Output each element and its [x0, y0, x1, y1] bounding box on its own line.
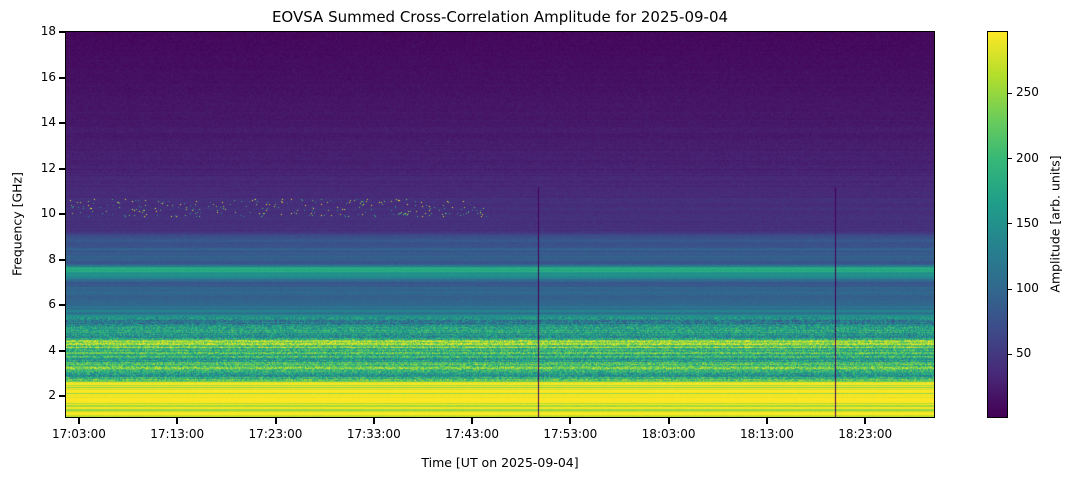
y-tick-label: 6 — [48, 297, 56, 312]
y-tick-label: 10 — [40, 206, 56, 221]
chart-title: EOVSA Summed Cross-Correlation Amplitude… — [271, 8, 729, 26]
x-tick — [667, 417, 670, 424]
colorbar-tick — [1007, 92, 1012, 94]
y-tick — [59, 167, 66, 170]
x-tick — [569, 417, 572, 424]
y-tick — [59, 76, 66, 79]
colorbar-tick — [1007, 353, 1012, 355]
y-tick-label: 16 — [40, 69, 56, 84]
colorbar — [987, 31, 1008, 418]
y-tick — [59, 304, 66, 307]
colorbar-tick — [1007, 288, 1012, 290]
x-tick — [471, 417, 474, 424]
y-tick-label: 12 — [40, 160, 56, 175]
x-tick — [176, 417, 179, 424]
y-tick-label: 14 — [40, 115, 56, 130]
y-tick-label: 8 — [48, 251, 56, 266]
x-tick-label: 17:43:00 — [445, 427, 500, 441]
x-tick-label: 17:53:00 — [543, 427, 598, 441]
colorbar-tick-label: 50 — [1016, 346, 1032, 361]
x-tick — [372, 417, 375, 424]
x-tick — [77, 417, 80, 424]
colorbar-tick — [1007, 223, 1012, 225]
x-tick — [274, 417, 277, 424]
x-tick — [765, 417, 768, 424]
y-tick-label: 2 — [48, 388, 56, 403]
x-tick-label: 17:03:00 — [51, 427, 106, 441]
x-tick-label: 17:33:00 — [346, 427, 401, 441]
x-tick-label: 17:13:00 — [150, 427, 205, 441]
spectrogram-heatmap — [65, 31, 935, 418]
colorbar-tick — [1007, 158, 1012, 160]
y-tick — [59, 213, 66, 216]
colorbar-tick-label: 150 — [1016, 215, 1039, 230]
y-tick — [59, 122, 66, 125]
y-tick — [59, 349, 66, 352]
colorbar-tick-label: 100 — [1016, 281, 1039, 296]
x-tick-label: 18:13:00 — [739, 427, 794, 441]
x-axis-label: Time [UT on 2025-09-04] — [421, 455, 579, 470]
y-tick-label: 18 — [40, 24, 56, 38]
x-tick-label: 18:23:00 — [838, 427, 893, 441]
x-tick-label: 17:23:00 — [248, 427, 303, 441]
y-tick — [59, 395, 66, 398]
y-tick — [59, 31, 66, 33]
colorbar-label: Amplitude [arb. units] — [1047, 155, 1063, 293]
y-tick — [59, 258, 66, 261]
colorbar-tick-label: 200 — [1016, 150, 1039, 165]
x-tick-label: 18:03:00 — [641, 427, 696, 441]
x-tick — [864, 417, 867, 424]
y-tick-label: 4 — [48, 342, 56, 357]
colorbar-tick-label: 250 — [1016, 85, 1039, 100]
